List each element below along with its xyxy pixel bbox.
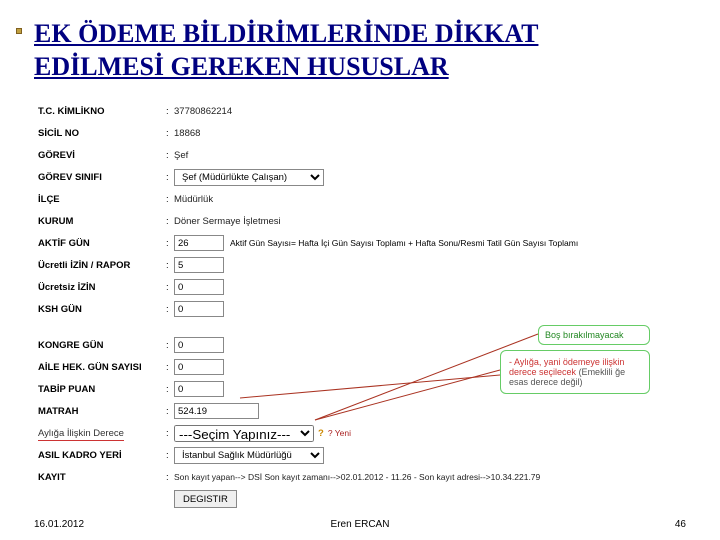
value-tc: 37780862214	[174, 106, 232, 117]
select-asilkadro[interactable]: İstanbul Sağlık Müdürlüğü	[174, 447, 324, 464]
row-matrah: MATRAH :	[38, 401, 692, 421]
row-kurum: KURUM : Döner Sermaye İşletmesi	[38, 211, 692, 231]
label-izin: Ücretli İZİN / RAPOR	[38, 260, 166, 271]
footer-author: Eren ERCAN	[0, 519, 720, 530]
input-kongre[interactable]	[174, 337, 224, 353]
row-sicil: SİCİL NO : 18868	[38, 123, 692, 143]
label-gorevi: GÖREVİ	[38, 150, 166, 161]
label-asilkadro: ASIL KADRO YERİ	[38, 450, 166, 461]
row-submit: DEGISTIR	[38, 489, 692, 509]
derece-yeni: ? Yeni	[328, 428, 351, 438]
input-aktifgun[interactable]	[174, 235, 224, 251]
input-ailehek[interactable]	[174, 359, 224, 375]
slide-footer: 16.01.2012 Eren ERCAN 46	[0, 519, 720, 530]
row-tc: T.C. KİMLİKNO : 37780862214	[38, 101, 692, 121]
row-ilce: İLÇE : Müdürlük	[38, 189, 692, 209]
row-gorevi: GÖREVİ : Şef	[38, 145, 692, 165]
label-tc: T.C. KİMLİKNO	[38, 106, 166, 117]
bullet-marker	[16, 28, 22, 34]
degistir-button[interactable]: DEGISTIR	[174, 490, 237, 508]
value-sicil: 18868	[174, 128, 200, 139]
input-ucretsiz[interactable]	[174, 279, 224, 295]
row-gorevsinifi: GÖREV SINIFI : Şef (Müdürlükte Çalışan)	[38, 167, 692, 187]
value-kayit: Son kayıt yapan--> DSİ Son kayıt zamanı-…	[174, 472, 540, 482]
label-aktifgun: AKTİF GÜN	[38, 238, 166, 249]
row-aktifgun: AKTİF GÜN : Aktif Gün Sayısı= Hafta İçi …	[38, 233, 692, 253]
row-ucretsiz: Ücretsiz İZİN :	[38, 277, 692, 297]
label-ilce: İLÇE	[38, 194, 166, 205]
row-asilkadro: ASIL KADRO YERİ : İstanbul Sağlık Müdürl…	[38, 445, 692, 465]
label-ailehek: AİLE HEK. GÜN SAYISI	[38, 362, 166, 373]
select-gorevsinifi[interactable]: Şef (Müdürlükte Çalışan)	[174, 169, 324, 186]
label-ksh: KSH GÜN	[38, 304, 166, 315]
label-tabip: TABİP PUAN	[38, 384, 166, 395]
value-ilce: Müdürlük	[174, 194, 213, 205]
row-kayit: KAYIT : Son kayıt yapan--> DSİ Son kayıt…	[38, 467, 692, 487]
label-matrah: MATRAH	[38, 406, 166, 417]
callout-derece: - Aylığa, yani ödemeye ilişkin derece se…	[500, 350, 650, 394]
label-derece: Aylığa İlişkin Derece	[38, 428, 124, 441]
input-izin[interactable]	[174, 257, 224, 273]
value-kurum: Döner Sermaye İşletmesi	[174, 216, 281, 227]
input-matrah[interactable]	[174, 403, 259, 419]
label-kayit: KAYIT	[38, 472, 166, 483]
form-panel: T.C. KİMLİKNO : 37780862214 SİCİL NO : 1…	[38, 101, 692, 509]
select-derece[interactable]: ---Seçim Yapınız---	[174, 425, 314, 442]
label-kongre: KONGRE GÜN	[38, 340, 166, 351]
row-ksh: KSH GÜN :	[38, 299, 692, 319]
title-line2: EDİLMESİ GEREKEN HUSUSLAR	[34, 52, 449, 81]
callout-bos: Boş bırakılmayacak	[538, 325, 650, 345]
label-gorevsinifi: GÖREV SINIFI	[38, 172, 166, 183]
value-gorevi: Şef	[174, 150, 188, 161]
hint-aktifgun: Aktif Gün Sayısı= Hafta İçi Gün Sayısı T…	[230, 238, 578, 248]
label-ucretsiz: Ücretsiz İZİN	[38, 282, 166, 293]
input-ksh[interactable]	[174, 301, 224, 317]
input-tabip[interactable]	[174, 381, 224, 397]
row-izin: Ücretli İZİN / RAPOR :	[38, 255, 692, 275]
slide-title: EK ÖDEME BİLDİRİMLERİNDE DİKKAT EDİLMESİ…	[34, 18, 692, 83]
qmark-icon: ?	[318, 428, 324, 439]
label-kurum: KURUM	[38, 216, 166, 227]
title-line1: EK ÖDEME BİLDİRİMLERİNDE DİKKAT	[34, 19, 538, 48]
row-derece: Aylığa İlişkin Derece : ---Seçim Yapınız…	[38, 423, 692, 443]
label-sicil: SİCİL NO	[38, 128, 166, 139]
